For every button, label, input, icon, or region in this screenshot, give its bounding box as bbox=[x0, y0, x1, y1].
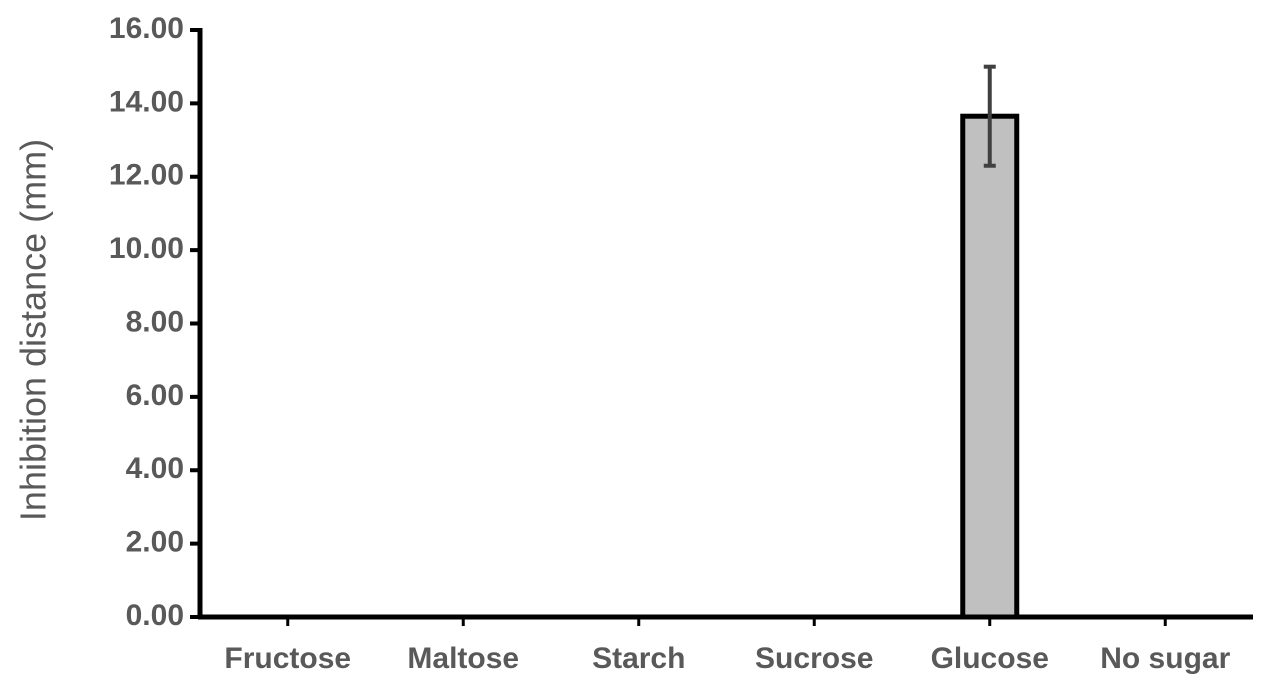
x-tick-label: Maltose bbox=[407, 642, 519, 675]
y-tick-label: 16.00 bbox=[109, 12, 184, 45]
y-axis-label: Inhibition distance (mm) bbox=[13, 139, 54, 521]
error-bar bbox=[983, 64, 996, 168]
y-tick-label: 14.00 bbox=[109, 85, 184, 118]
x-tick-label: Sucrose bbox=[755, 642, 873, 675]
x-tick-label: No sugar bbox=[1100, 642, 1230, 675]
x-tick-label: Glucose bbox=[931, 642, 1049, 675]
y-tick-label: 4.00 bbox=[126, 452, 184, 485]
x-tick-label: Starch bbox=[592, 642, 685, 675]
y-tick-label: 0.00 bbox=[126, 599, 184, 632]
y-tick-label: 2.00 bbox=[126, 526, 184, 559]
y-tick-label: 12.00 bbox=[109, 159, 184, 192]
bar bbox=[960, 113, 1020, 620]
y-tick-label: 6.00 bbox=[126, 379, 184, 412]
y-tick-label: 10.00 bbox=[109, 232, 184, 265]
x-tick-label: Fructose bbox=[224, 642, 351, 675]
y-tick-label: 8.00 bbox=[126, 305, 184, 338]
